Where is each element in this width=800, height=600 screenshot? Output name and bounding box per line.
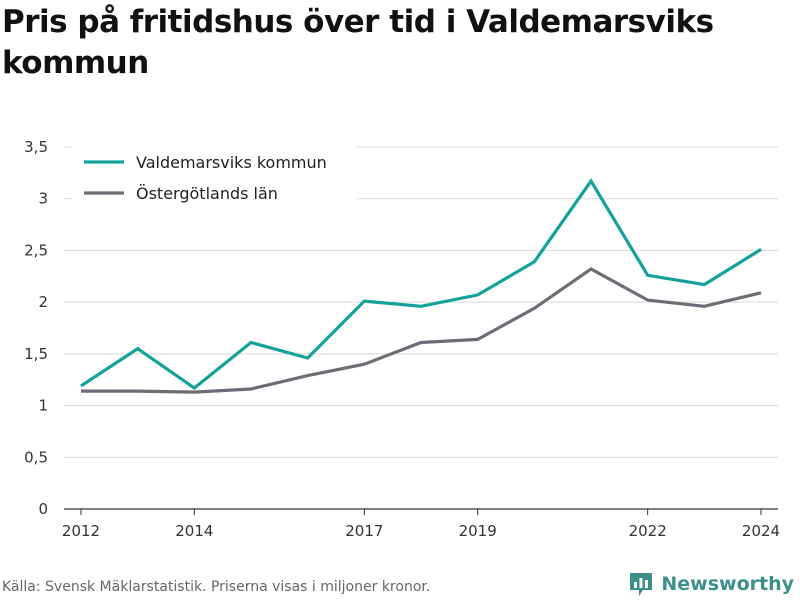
series-line [80,178,762,390]
legend: Valdemarsviks kommun Östergötlands län [72,143,357,205]
x-tick-label: 2024 [742,522,780,540]
x-tick-label: 2012 [62,522,100,540]
source-note: Källa: Svensk Mäklarstatistik. Priserna … [2,579,431,595]
legend-label: Valdemarsviks kommun [136,153,327,172]
y-tick-label: 1,5 [24,345,48,363]
y-tick-label: 0 [38,500,48,518]
y-tick-label: 1 [38,397,48,415]
newsworthy-logo-icon [630,573,653,596]
y-tick-label: 2 [38,293,48,311]
brand-name: Newsworthy [661,573,794,595]
y-tick-label: 0,5 [24,448,48,466]
brand-logo: Newsworthy [628,570,794,598]
x-tick-label: 2017 [345,522,383,540]
y-tick-label: 3,5 [24,138,48,156]
y-tick-label: 3 [38,190,48,208]
x-tick-label: 2019 [459,522,497,540]
x-tick-label: 2022 [629,522,667,540]
x-tick-label: 2014 [175,522,213,540]
y-tick-label: 2,5 [24,241,48,259]
legend-background [72,143,357,205]
legend-label: Östergötlands län [136,184,278,203]
series-line [81,267,762,394]
page-title: Pris på fritidshus över tid i Valdemarsv… [2,4,714,81]
series-lines [80,178,762,394]
axes: 0 0,5 1 1,5 2 2,5 3 3,5 2012 2014 2017 2019 2022 2024 [24,138,780,540]
